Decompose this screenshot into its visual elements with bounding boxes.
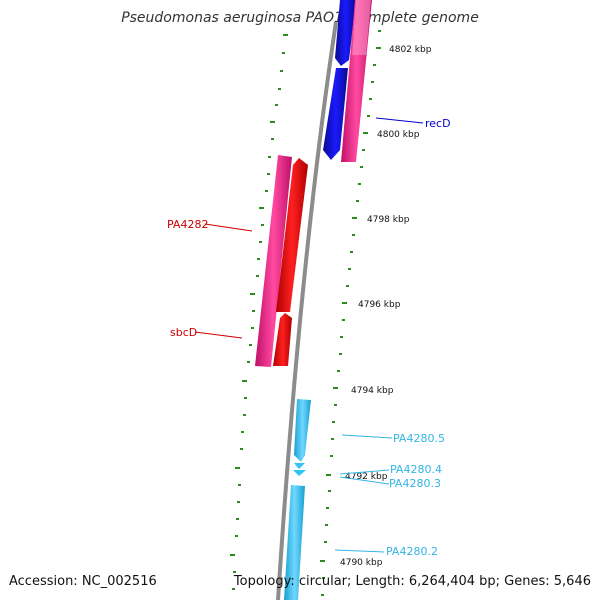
accession-text: Accession: NC_002516 [9,574,157,589]
scale-label-4802: 4802 kbp [389,45,432,55]
gene-label-PA4280-5[interactable]: PA4280.5 [393,432,445,445]
gene-label-PA4280-3[interactable]: PA4280.3 [389,477,441,490]
scale-label-4798: 4798 kbp [367,215,410,225]
gene-feature-pink-overlay [352,0,371,55]
gene-label-PA4282[interactable]: PA4282 [167,218,208,231]
outer-tick-ring [320,30,381,596]
gene-feature-PA4282-pink[interactable] [255,155,292,367]
scale-label-4800: 4800 kbp [377,130,420,140]
gene-feature-PA4280-4[interactable] [294,463,305,469]
gene-feature-recD-blue[interactable] [323,68,348,160]
scale-label-4790: 4790 kbp [340,558,383,568]
gene-label-recD[interactable]: recD [425,117,451,130]
scale-label-4796: 4796 kbp [358,300,401,310]
gene-feature-PA4280-2[interactable] [284,485,305,600]
inner-tick-ring [230,34,288,590]
gene-label-sbcD[interactable]: sbcD [170,326,197,339]
gene-feature-PA4280-5[interactable] [294,399,311,462]
gene-feature-blue-upper[interactable] [335,0,356,66]
label-line-PA4280-2 [334,549,385,553]
label-line-PA4282 [204,223,253,232]
label-line-recD [375,117,424,124]
topology-summary: Topology: circular; Length: 6,264,404 bp… [233,574,591,589]
label-line-PA4280-4 [339,469,390,475]
gene-feature-sbcD-red[interactable] [273,313,292,366]
map-title: Pseudomonas aeruginosa PAO1, complete ge… [121,10,479,26]
label-line-PA4280-3 [339,476,390,485]
label-line-PA4280-5 [341,434,393,439]
scale-label-4794: 4794 kbp [351,386,394,396]
scale-label-4792: 4792 kbp [345,472,388,482]
gene-feature-red-upper[interactable] [276,158,308,312]
gene-feature-PA4280-3[interactable] [293,470,306,476]
label-line-sbcD [194,331,243,339]
gene-label-PA4280-2[interactable]: PA4280.2 [386,545,438,558]
gene-label-PA4280-4[interactable]: PA4280.4 [390,463,442,476]
genome-backbone [276,21,338,600]
